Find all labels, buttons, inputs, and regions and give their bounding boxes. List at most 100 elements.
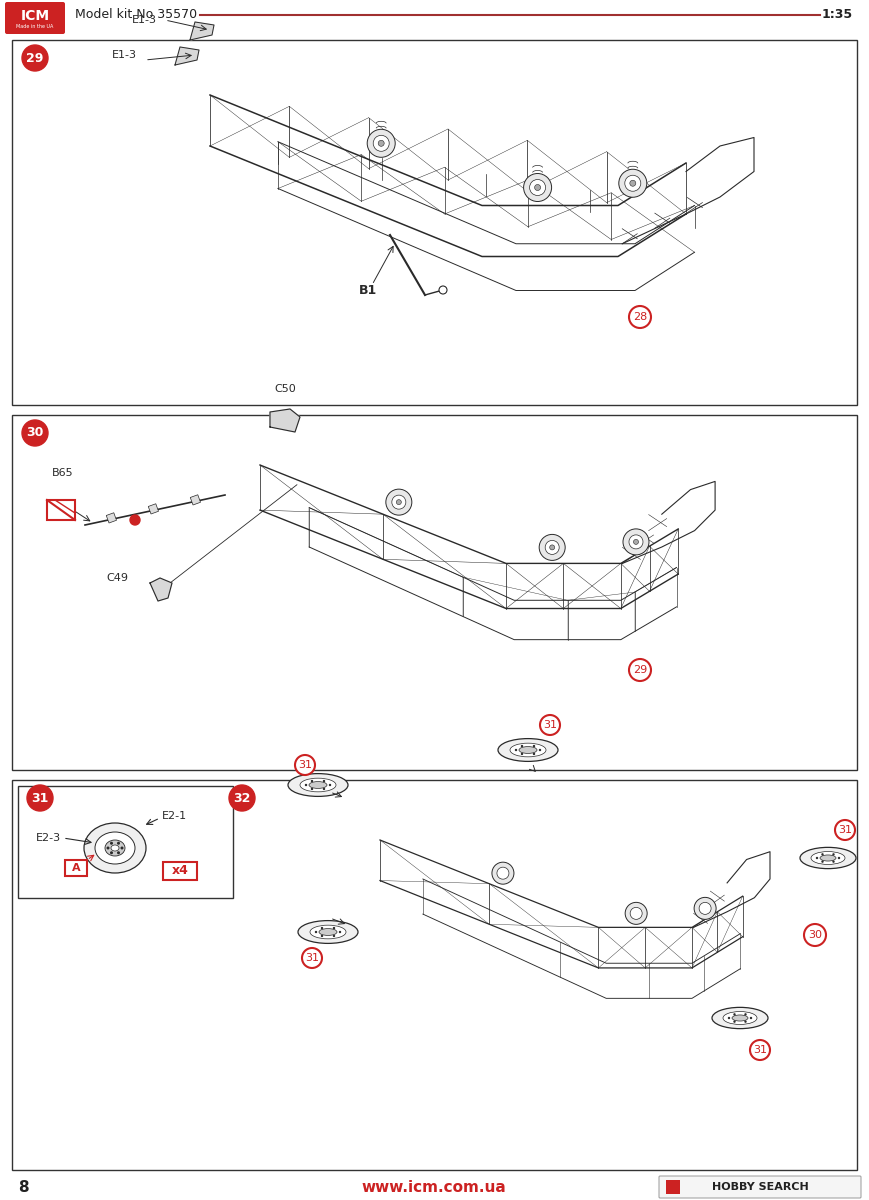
Ellipse shape: [105, 840, 125, 856]
Circle shape: [629, 306, 651, 328]
Circle shape: [728, 1016, 730, 1019]
Text: 1:35: 1:35: [822, 8, 853, 22]
Circle shape: [745, 1020, 746, 1022]
Bar: [190, 494, 201, 505]
Polygon shape: [175, 47, 199, 65]
Text: 30: 30: [26, 426, 43, 439]
Circle shape: [521, 752, 523, 755]
Circle shape: [22, 44, 48, 71]
Bar: [47, 500, 75, 520]
Circle shape: [821, 860, 824, 863]
Circle shape: [700, 902, 711, 914]
Bar: [149, 504, 158, 514]
Ellipse shape: [310, 925, 346, 938]
Text: x4: x4: [171, 864, 189, 877]
Text: B65: B65: [52, 468, 74, 478]
Text: 29: 29: [633, 665, 647, 674]
Circle shape: [321, 935, 323, 937]
Circle shape: [321, 926, 323, 929]
Text: E2-3: E2-3: [36, 833, 61, 842]
Text: B1: B1: [359, 283, 377, 296]
Circle shape: [497, 868, 509, 880]
Circle shape: [229, 785, 255, 811]
Text: 30: 30: [808, 930, 822, 940]
Circle shape: [396, 499, 401, 505]
Circle shape: [694, 898, 716, 919]
Text: C49: C49: [106, 572, 128, 583]
Circle shape: [521, 745, 523, 748]
Text: HOBBY SEARCH: HOBBY SEARCH: [712, 1182, 808, 1192]
Circle shape: [619, 169, 647, 197]
Circle shape: [514, 749, 517, 751]
Text: Model kit No 35570: Model kit No 35570: [75, 8, 197, 22]
Ellipse shape: [95, 832, 135, 864]
Text: 31: 31: [31, 792, 49, 804]
Circle shape: [305, 784, 308, 786]
Ellipse shape: [712, 1007, 768, 1028]
Ellipse shape: [800, 847, 856, 869]
Text: E1-3: E1-3: [132, 14, 157, 25]
Circle shape: [623, 529, 649, 554]
Bar: [18, 786, 233, 898]
Circle shape: [27, 785, 53, 811]
Polygon shape: [190, 22, 214, 40]
Circle shape: [629, 659, 651, 680]
Text: 31: 31: [838, 826, 852, 835]
Circle shape: [630, 907, 642, 919]
Text: E2-1: E2-1: [162, 811, 187, 821]
Ellipse shape: [111, 845, 119, 851]
Circle shape: [534, 185, 541, 191]
Text: ICM: ICM: [21, 8, 50, 23]
Ellipse shape: [723, 1012, 757, 1025]
Ellipse shape: [811, 852, 845, 864]
Text: www.icm.com.ua: www.icm.com.ua: [362, 1181, 507, 1195]
Circle shape: [322, 787, 325, 790]
Circle shape: [833, 860, 835, 863]
Circle shape: [295, 755, 315, 775]
Circle shape: [302, 948, 322, 968]
Circle shape: [315, 931, 317, 934]
Circle shape: [311, 787, 313, 790]
Circle shape: [540, 715, 560, 734]
Text: 32: 32: [233, 792, 250, 804]
Text: E1-3: E1-3: [112, 50, 137, 60]
Circle shape: [22, 420, 48, 446]
Circle shape: [110, 851, 113, 854]
Text: A: A: [71, 863, 80, 874]
Circle shape: [533, 752, 535, 755]
Ellipse shape: [309, 781, 327, 788]
FancyBboxPatch shape: [5, 2, 65, 34]
Circle shape: [386, 490, 412, 515]
Circle shape: [545, 540, 559, 554]
Ellipse shape: [510, 743, 546, 757]
Circle shape: [625, 175, 640, 191]
Circle shape: [130, 515, 140, 526]
Bar: [12, 780, 857, 1170]
Ellipse shape: [84, 823, 146, 874]
Circle shape: [368, 130, 395, 157]
Circle shape: [322, 780, 325, 782]
Circle shape: [121, 846, 123, 850]
Circle shape: [492, 862, 514, 884]
Ellipse shape: [298, 920, 358, 943]
Circle shape: [339, 931, 342, 934]
Text: 28: 28: [633, 312, 647, 322]
Circle shape: [629, 535, 643, 548]
Circle shape: [107, 846, 109, 850]
Bar: [65, 860, 87, 876]
Circle shape: [333, 926, 335, 929]
Text: Made in the UA: Made in the UA: [17, 24, 54, 30]
Circle shape: [373, 136, 389, 151]
Ellipse shape: [300, 778, 336, 792]
Circle shape: [110, 841, 113, 845]
Circle shape: [392, 496, 406, 509]
FancyBboxPatch shape: [659, 1176, 861, 1198]
Circle shape: [634, 539, 639, 545]
Circle shape: [821, 853, 824, 856]
Circle shape: [835, 820, 855, 840]
Bar: [163, 862, 197, 880]
Circle shape: [439, 286, 447, 294]
Text: 31: 31: [543, 720, 557, 730]
Text: 31: 31: [298, 760, 312, 770]
Circle shape: [838, 857, 840, 859]
